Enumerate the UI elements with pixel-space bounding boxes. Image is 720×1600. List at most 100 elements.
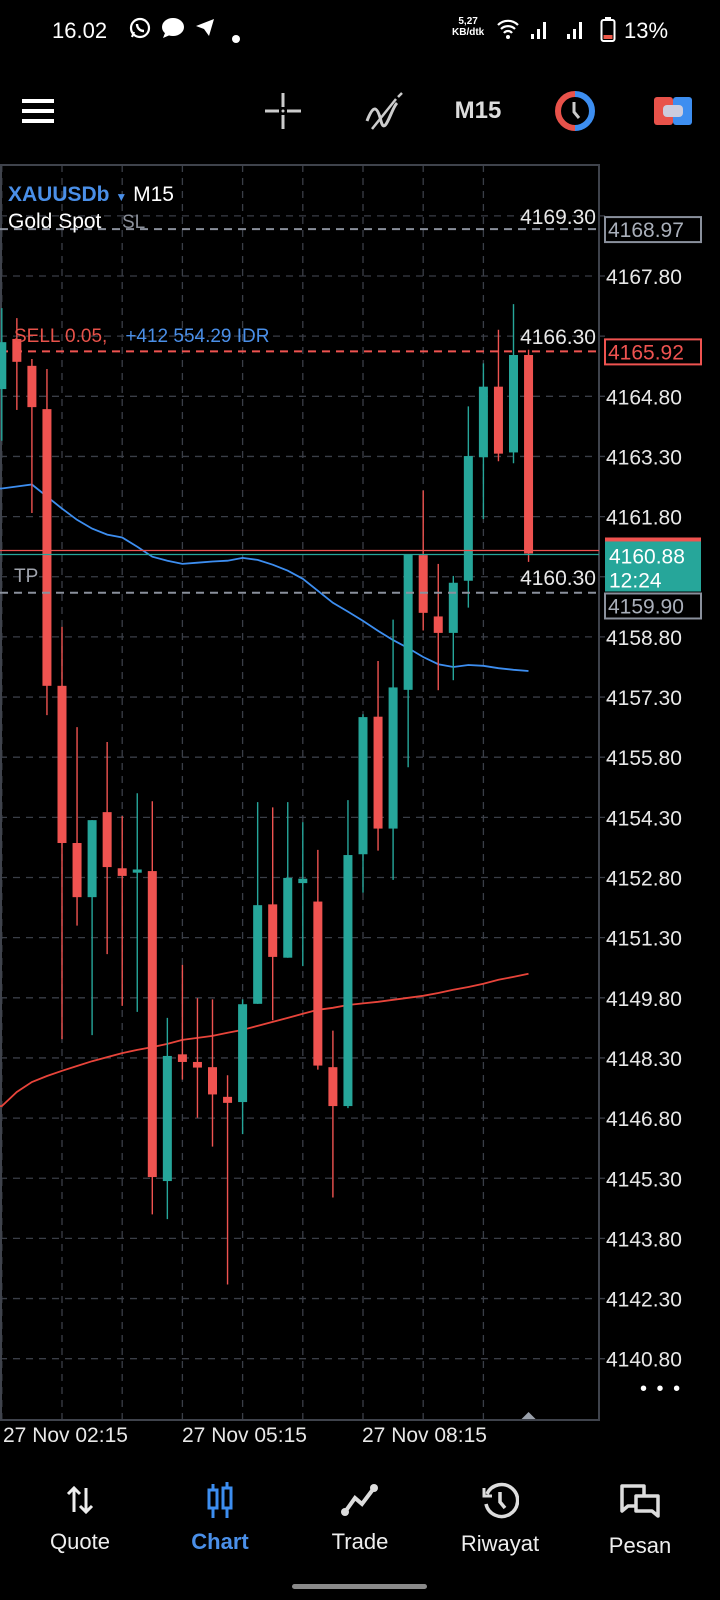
price-axis-label: 4143.80 xyxy=(606,1228,682,1251)
candle-bearish xyxy=(223,1096,233,1103)
trade-line-icon xyxy=(341,1484,378,1516)
more-options-button[interactable]: • • • xyxy=(640,1378,683,1400)
current-bar-marker xyxy=(521,1412,536,1419)
wifi-icon xyxy=(496,18,520,46)
price-axis-label: 4166.30 xyxy=(520,326,596,349)
price-chart[interactable]: 4169.30 4167.80 4166.30 4164.80 4163.30 4161.… xyxy=(0,0,720,1460)
chart-candles-icon xyxy=(207,1482,233,1518)
nav-chart[interactable]: Chart xyxy=(160,1482,280,1555)
price-axis-label: 4164.80 xyxy=(606,386,682,409)
candle-bearish xyxy=(433,616,443,633)
candle-bearish xyxy=(27,365,37,408)
candle-bearish xyxy=(12,338,22,362)
candle-bearish xyxy=(328,1067,338,1107)
chart-frame xyxy=(0,164,600,1421)
candle-bearish xyxy=(102,812,112,868)
status-time: 16.02 xyxy=(52,18,108,43)
candle-bearish xyxy=(524,354,534,554)
crosshair-button[interactable] xyxy=(260,88,306,134)
candle-bullish xyxy=(509,354,518,453)
crosshair-icon xyxy=(265,93,301,129)
one-click-trading-toggle[interactable] xyxy=(650,88,696,134)
nav-label: Trade xyxy=(331,1529,389,1554)
timeframe-button[interactable]: M15 xyxy=(454,97,502,124)
clock-button[interactable] xyxy=(552,88,598,134)
symbol-name: XAUUSDb xyxy=(8,183,110,206)
nav-trade[interactable]: Trade xyxy=(300,1482,420,1555)
signal-icon xyxy=(530,18,550,46)
dot-icon xyxy=(232,26,240,49)
candle-bearish xyxy=(177,1054,187,1062)
indicators-icon xyxy=(365,92,403,130)
candle-bullish xyxy=(238,1004,248,1103)
nav-label: Riwayat xyxy=(460,1531,540,1556)
take-profit-price-label: 4159.90 xyxy=(608,595,684,618)
price-axis-label: 4149.80 xyxy=(606,988,682,1011)
candle-countdown: 12:24 xyxy=(609,569,662,592)
battery-icon xyxy=(600,17,616,49)
price-axis-label: 4152.80 xyxy=(606,868,682,891)
nav-quote[interactable]: Quote xyxy=(20,1482,140,1555)
whatsapp-icon xyxy=(128,16,152,46)
nav-label: Chart xyxy=(191,1529,249,1554)
candle-bearish xyxy=(493,386,503,454)
price-axis-label: 4151.30 xyxy=(606,928,682,951)
menu-button[interactable] xyxy=(14,88,62,134)
candle-bearish xyxy=(313,901,323,1066)
candle-bullish xyxy=(283,877,293,958)
candle-bearish xyxy=(147,871,157,1178)
moving-average-fast xyxy=(0,483,529,672)
position-profit: +412 554.29 IDR xyxy=(125,326,270,347)
clock-icon xyxy=(555,91,595,131)
candle-bearish xyxy=(373,716,383,829)
candle-bullish xyxy=(403,554,413,690)
price-axis-label: 4155.80 xyxy=(606,747,682,770)
current-price-label: 4160.88 xyxy=(609,545,685,568)
open-position-label[interactable]: SELL 0.05, +412 554.29 IDR xyxy=(14,326,270,348)
candle-bullish xyxy=(253,905,263,1004)
nav-messages[interactable]: Pesan xyxy=(580,1482,700,1559)
candle-bullish xyxy=(343,855,353,1107)
signal-icon xyxy=(566,18,586,46)
price-axis-label: 4163.30 xyxy=(606,446,682,469)
candle-bearish xyxy=(418,555,428,613)
messages-icon xyxy=(620,1484,660,1518)
menu-icon xyxy=(22,99,54,123)
time-axis-label: 27 Nov 05:15 xyxy=(182,1424,307,1447)
nav-history[interactable]: Riwayat xyxy=(440,1482,560,1557)
candle-bullish xyxy=(388,687,398,829)
entry-price-box xyxy=(604,338,702,366)
symbol-selector[interactable]: XAUUSDb ▼ M15 xyxy=(8,183,174,207)
trade-toggle-icon xyxy=(654,97,692,125)
candle-bearish xyxy=(42,409,52,686)
nav-label: Quote xyxy=(50,1529,110,1554)
position-side: SELL 0.05, xyxy=(14,326,108,347)
price-axis-label: 4158.80 xyxy=(606,627,682,650)
candle-bearish xyxy=(72,843,82,898)
take-profit-tag: TP xyxy=(14,566,39,587)
candle-bearish xyxy=(268,904,278,957)
price-axis-label: 4146.80 xyxy=(606,1108,682,1131)
candle-bearish xyxy=(117,868,127,876)
dropdown-caret-icon: ▼ xyxy=(115,190,128,204)
price-axis-label: 4161.80 xyxy=(606,507,682,530)
candle-bearish xyxy=(208,1067,217,1095)
indicators-button[interactable] xyxy=(362,88,408,134)
price-axis-label: 4169.30 xyxy=(520,206,596,229)
price-axis-label: 4148.30 xyxy=(606,1048,682,1071)
ask-price-marker xyxy=(605,537,701,542)
battery-percent: 13% xyxy=(624,18,669,43)
quote-arrows-icon xyxy=(66,1485,94,1515)
net-speed: 5,27 KB/dtk xyxy=(452,16,484,38)
candle-bullish xyxy=(132,869,142,873)
current-price-box xyxy=(605,541,701,592)
candle-bullish xyxy=(162,1055,172,1182)
history-icon xyxy=(482,1482,520,1519)
candle-bearish xyxy=(57,685,67,844)
nav-label: Pesan xyxy=(608,1533,672,1558)
home-indicator[interactable] xyxy=(292,1584,427,1589)
time-axis-label: 27 Nov 08:15 xyxy=(362,1424,487,1447)
price-axis-label: 4140.80 xyxy=(606,1349,682,1372)
price-axis-label: 4142.30 xyxy=(606,1289,682,1312)
candle-bullish xyxy=(298,878,308,884)
